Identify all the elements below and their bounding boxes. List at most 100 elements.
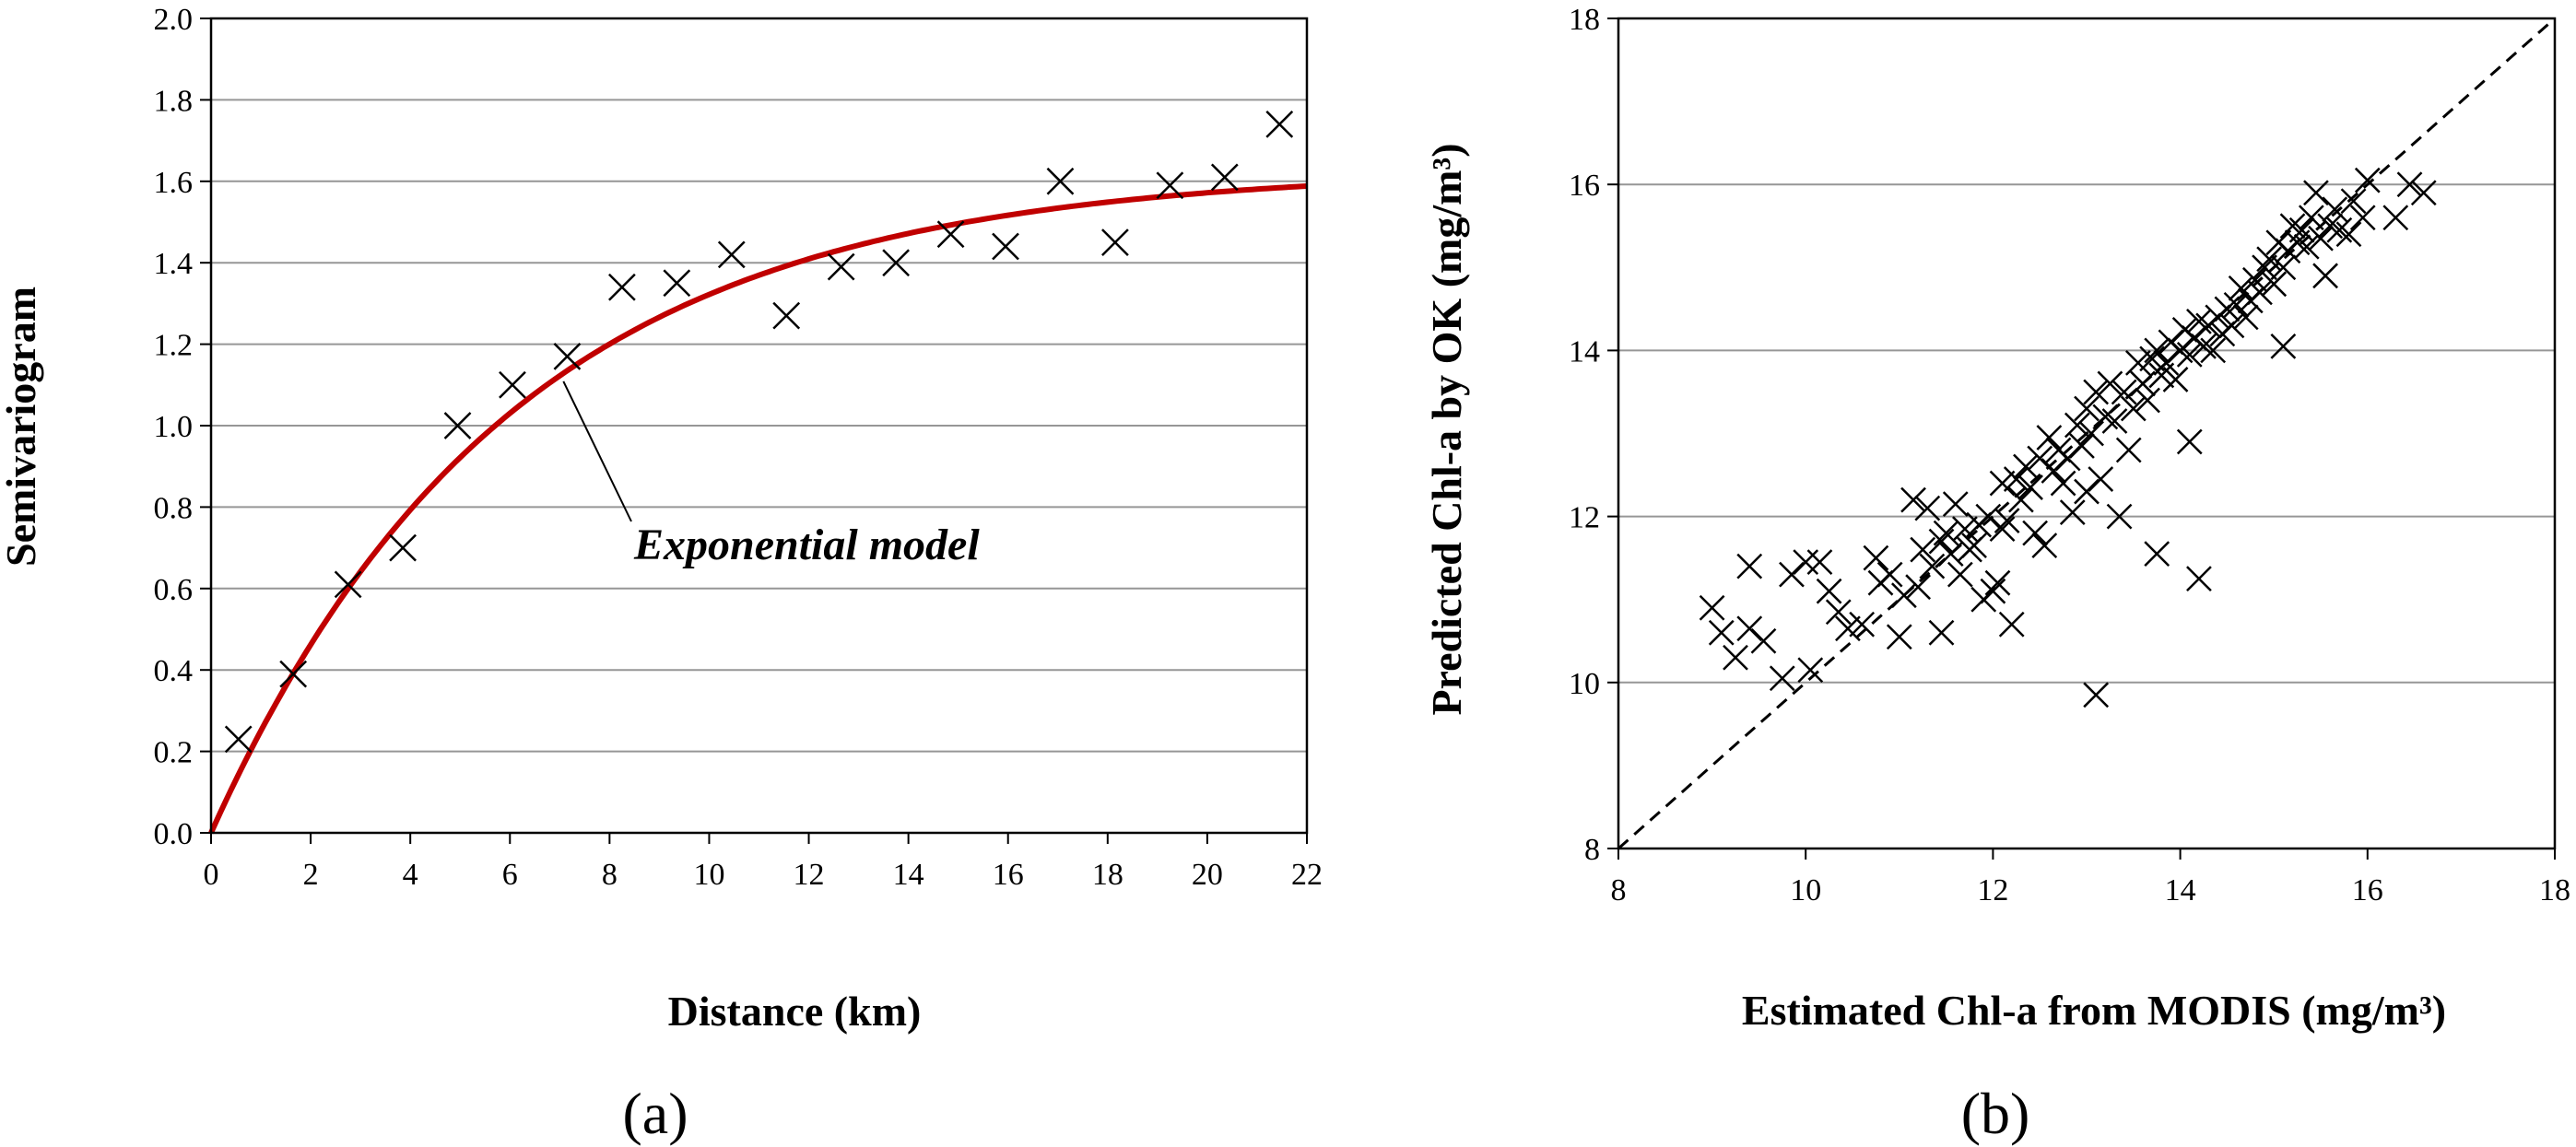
b-data-point	[1699, 594, 1725, 621]
b-data-point	[2214, 296, 2241, 322]
b-data-point	[1736, 553, 1763, 579]
a-annotation-leader-line	[562, 380, 632, 522]
b-data-point	[1994, 508, 2020, 533]
b-data-point	[1793, 549, 1819, 576]
a-y-tick-label: 0.0	[154, 817, 194, 851]
b-data-point	[2007, 486, 2034, 513]
b-data-point	[1825, 599, 1852, 626]
b-x-axis-title-text: Estimated Chl-a from MODIS (mg/m³)	[1742, 987, 2446, 1034]
b-data-point	[2270, 254, 2297, 281]
a-data-point	[1210, 163, 1239, 192]
a-x-tick-label: 6	[502, 858, 518, 892]
a-y-tick-label: 1.2	[154, 329, 194, 363]
b-data-point	[1849, 611, 1876, 638]
b-frame-rect	[1617, 17, 2557, 850]
b-data-point	[2340, 188, 2367, 215]
a-x-tick-label: 20	[1192, 858, 1223, 892]
b-data-point	[1905, 574, 1932, 601]
b-data-point	[2092, 404, 2119, 430]
b-data-point	[2003, 466, 2029, 492]
b-data-point	[2349, 205, 2376, 231]
a-data-point	[663, 269, 691, 298]
b-data-point	[2176, 428, 2203, 455]
a-tick-labels: 0.0 0.2 0.4 0.6 0.8 1.0 1.2 1.4 1.6 1.8 2.0 0 2 4 6 8 10…	[154, 3, 1323, 892]
b-data-point	[1806, 549, 1833, 576]
panel-b-scatter: 8 10 12 14 16 18 8 10 12 14 16 18 Estimated Chl-a f…	[1423, 3, 2570, 1146]
b-data-point	[2200, 337, 2227, 364]
a-data-point	[1046, 167, 1075, 195]
a-data-point	[443, 412, 472, 439]
b-data-point	[1989, 516, 2016, 542]
panel-a-semivariogram: 0.0 0.2 0.4 0.6 0.8 1.0 1.2 1.4 1.6 1.8 2.0 0 2 4 6 8 10…	[0, 3, 1323, 1146]
a-data-point	[717, 240, 746, 269]
a-y-tick-label: 0.2	[154, 736, 194, 770]
b-panel-label: (b)	[1961, 1081, 2030, 1146]
a-y-tick-label: 2.0	[154, 3, 194, 37]
b-data-point	[2396, 171, 2423, 198]
b-data-point	[2382, 205, 2409, 231]
b-y-tick-label: 12	[1569, 501, 1600, 535]
b-data-point	[2124, 350, 2151, 376]
b-data-point	[2022, 520, 2049, 546]
b-data-point	[2078, 420, 2104, 447]
b-data-point	[1961, 533, 1987, 559]
b-data-point	[1816, 578, 1842, 604]
b-data-point	[2050, 470, 2076, 497]
b-data-point	[2135, 387, 2160, 414]
a-data-point	[1101, 228, 1129, 256]
b-data-point	[1937, 541, 1964, 568]
b-data-point	[2326, 217, 2353, 243]
b-x-tick-label: 16	[2352, 873, 2383, 907]
b-data-point	[1984, 569, 2011, 596]
b-y-tick-label: 14	[1569, 334, 1600, 369]
a-data-point	[936, 220, 965, 249]
a-data-point	[772, 301, 801, 330]
b-data-point	[1942, 491, 1969, 517]
b-data-point	[1750, 627, 1777, 654]
b-data-point	[2303, 180, 2329, 206]
a-data-point	[499, 370, 526, 399]
b-data-points	[1699, 167, 2437, 708]
b-data-point	[1947, 561, 1973, 588]
a-x-axis-title: Distance (km)	[668, 988, 922, 1035]
a-y-tick-label: 1.6	[154, 166, 194, 200]
b-y-tick-label: 18	[1569, 3, 1600, 37]
a-data-point	[224, 725, 253, 754]
b-data-point	[2144, 337, 2170, 364]
a-data-point	[279, 660, 308, 688]
a-y-tick-label: 1.8	[154, 84, 194, 118]
b-data-point	[2308, 225, 2334, 252]
b-data-point	[1910, 536, 1936, 563]
b-data-point	[1723, 644, 1748, 671]
a-model-curve-group	[208, 183, 1308, 835]
b-data-point	[2218, 312, 2245, 339]
a-data-point	[992, 232, 1019, 261]
a-x-tick-label: 0	[204, 858, 219, 892]
b-data-point	[1989, 470, 2016, 497]
b-data-point	[2115, 437, 2142, 463]
a-y-tick-label: 0.4	[154, 654, 194, 688]
b-data-point	[2139, 345, 2166, 372]
a-data-point	[882, 249, 911, 277]
b-data-point	[1900, 486, 1926, 513]
b-data-point	[2186, 308, 2212, 334]
a-panel-label: (a)	[622, 1081, 688, 1146]
a-x-tick-label: 14	[893, 858, 924, 892]
b-data-point	[2298, 205, 2324, 231]
b-data-point	[2354, 167, 2381, 193]
b-data-point	[2144, 541, 2170, 568]
a-data-point	[334, 570, 362, 599]
a-y-tick-label: 1.4	[154, 247, 194, 281]
a-data-point	[553, 342, 582, 370]
b-data-point	[2256, 246, 2283, 273]
b-y-axis-title: Predicted Chl-a by OK (mg/m³)	[1423, 143, 1470, 715]
b-data-point	[1914, 495, 1941, 521]
b-data-point	[2232, 304, 2259, 331]
b-x-tick-label: 10	[1790, 873, 1821, 907]
a-y-tick-label: 0.8	[154, 491, 194, 525]
a-x-tick-label: 4	[403, 858, 418, 892]
b-data-point	[1797, 657, 1824, 684]
b-data-point	[2293, 233, 2320, 260]
b-data-point	[2270, 334, 2297, 359]
b-x-tick-label: 18	[2539, 873, 2570, 907]
